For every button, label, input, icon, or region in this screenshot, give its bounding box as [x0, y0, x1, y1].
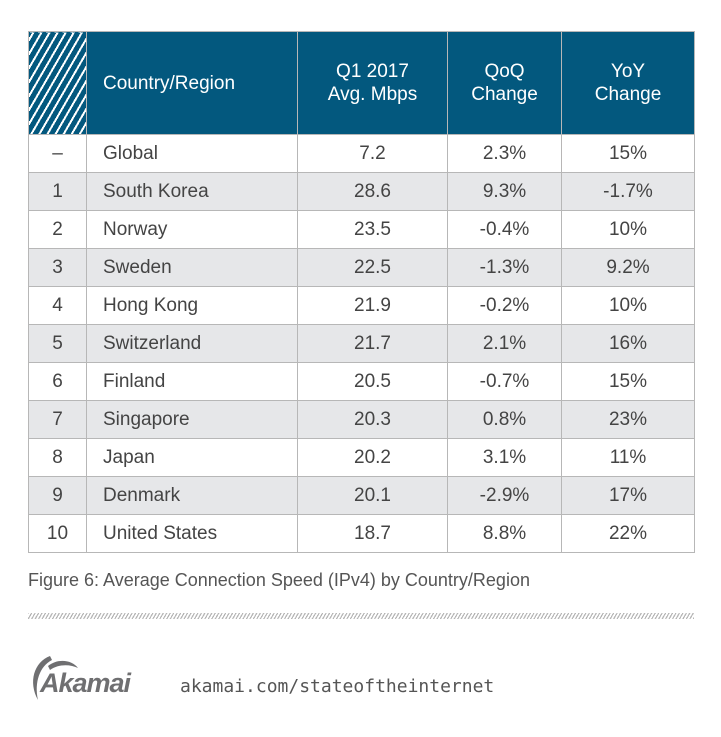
cell-yoy: 22%	[561, 514, 695, 553]
akamai-logo-text: Akamai	[40, 668, 131, 698]
table-row: 1 South Korea 28.6 9.3% -1.7%	[28, 172, 695, 211]
cell-yoy: 23%	[561, 400, 695, 439]
header-country: Country/Region	[86, 31, 298, 135]
cell-yoy: 17%	[561, 476, 695, 515]
cell-qoq: 9.3%	[447, 172, 562, 211]
cell-country: Hong Kong	[86, 286, 298, 325]
cell-qoq: 0.8%	[447, 400, 562, 439]
connection-speed-table: Country/Region Q1 2017 Avg. Mbps QoQ Chang…	[28, 31, 695, 553]
hatch-decoration	[28, 31, 87, 135]
cell-yoy: 15%	[561, 134, 695, 173]
header-yoy-line2: Change	[594, 84, 662, 105]
cell-yoy: 10%	[561, 210, 695, 249]
cell-yoy: 11%	[561, 438, 695, 477]
cell-mbps: 21.9	[297, 286, 448, 325]
cell-mbps: 20.5	[297, 362, 448, 401]
footer-url[interactable]: akamai.com/stateoftheinternet	[180, 676, 495, 697]
table-row: 5 Switzerland 21.7 2.1% 16%	[28, 324, 695, 363]
figure-caption: Figure 6: Average Connection Speed (IPv4…	[28, 570, 530, 590]
cell-mbps: 23.5	[297, 210, 448, 249]
cell-rank: 6	[28, 362, 87, 401]
cell-qoq: -0.7%	[447, 362, 562, 401]
cell-qoq: -2.9%	[447, 476, 562, 515]
table-row: 6 Finland 20.5 -0.7% 15%	[28, 362, 695, 401]
cell-country: Japan	[86, 438, 298, 477]
cell-country: United States	[86, 514, 298, 553]
cell-rank: –	[28, 134, 87, 173]
cell-country: Singapore	[86, 400, 298, 439]
cell-mbps: 20.1	[297, 476, 448, 515]
table-row: 2 Norway 23.5 -0.4% 10%	[28, 210, 695, 249]
table-row: 9 Denmark 20.1 -2.9% 17%	[28, 476, 695, 515]
cell-mbps: 18.7	[297, 514, 448, 553]
cell-country: Finland	[86, 362, 298, 401]
table-row: 10 United States 18.7 8.8% 22%	[28, 514, 695, 553]
cell-country: Switzerland	[86, 324, 298, 363]
table-row: – Global 7.2 2.3% 15%	[28, 134, 695, 173]
cell-qoq: -0.2%	[447, 286, 562, 325]
hatched-divider	[28, 613, 694, 619]
cell-yoy: -1.7%	[561, 172, 695, 211]
cell-rank: 5	[28, 324, 87, 363]
header-qoq-line1: QoQ	[484, 61, 525, 82]
cell-mbps: 20.3	[297, 400, 448, 439]
cell-country: Sweden	[86, 248, 298, 287]
header-mbps: Q1 2017 Avg. Mbps	[297, 31, 448, 135]
cell-country: Global	[86, 134, 298, 173]
cell-qoq: 2.1%	[447, 324, 562, 363]
akamai-logo: Akamai	[28, 652, 131, 704]
cell-qoq: 3.1%	[447, 438, 562, 477]
header-yoy-line1: YoY	[610, 61, 646, 82]
cell-rank: 3	[28, 248, 87, 287]
cell-country: South Korea	[86, 172, 298, 211]
cell-qoq: 2.3%	[447, 134, 562, 173]
cell-country: Denmark	[86, 476, 298, 515]
cell-rank: 2	[28, 210, 87, 249]
cell-yoy: 16%	[561, 324, 695, 363]
cell-rank: 4	[28, 286, 87, 325]
cell-rank: 9	[28, 476, 87, 515]
cell-yoy: 15%	[561, 362, 695, 401]
cell-country: Norway	[86, 210, 298, 249]
akamai-wave-icon	[33, 656, 78, 700]
cell-mbps: 28.6	[297, 172, 448, 211]
header-mbps-line1: Q1 2017	[336, 61, 409, 82]
table-row: 4 Hong Kong 21.9 -0.2% 10%	[28, 286, 695, 325]
table-header-row: Country/Region Q1 2017 Avg. Mbps QoQ Chang…	[28, 31, 695, 135]
cell-mbps: 21.7	[297, 324, 448, 363]
header-mbps-line2: Avg. Mbps	[327, 84, 418, 105]
table-row: 8 Japan 20.2 3.1% 11%	[28, 438, 695, 477]
cell-mbps: 22.5	[297, 248, 448, 287]
header-qoq: QoQ Change	[447, 31, 562, 135]
cell-rank: 1	[28, 172, 87, 211]
table-body: – Global 7.2 2.3% 15% 1 South Korea 28.6 9.3% -1.…	[28, 134, 695, 553]
cell-mbps: 20.2	[297, 438, 448, 477]
cell-qoq: -1.3%	[447, 248, 562, 287]
cell-rank: 8	[28, 438, 87, 477]
header-yoy: YoY Change	[561, 31, 695, 135]
cell-mbps: 7.2	[297, 134, 448, 173]
table-row: 7 Singapore 20.3 0.8% 23%	[28, 400, 695, 439]
cell-yoy: 10%	[561, 286, 695, 325]
cell-yoy: 9.2%	[561, 248, 695, 287]
header-qoq-line2: Change	[471, 84, 538, 105]
cell-qoq: 8.8%	[447, 514, 562, 553]
cell-rank: 7	[28, 400, 87, 439]
cell-qoq: -0.4%	[447, 210, 562, 249]
table-row: 3 Sweden 22.5 -1.3% 9.2%	[28, 248, 695, 287]
cell-rank: 10	[28, 514, 87, 553]
